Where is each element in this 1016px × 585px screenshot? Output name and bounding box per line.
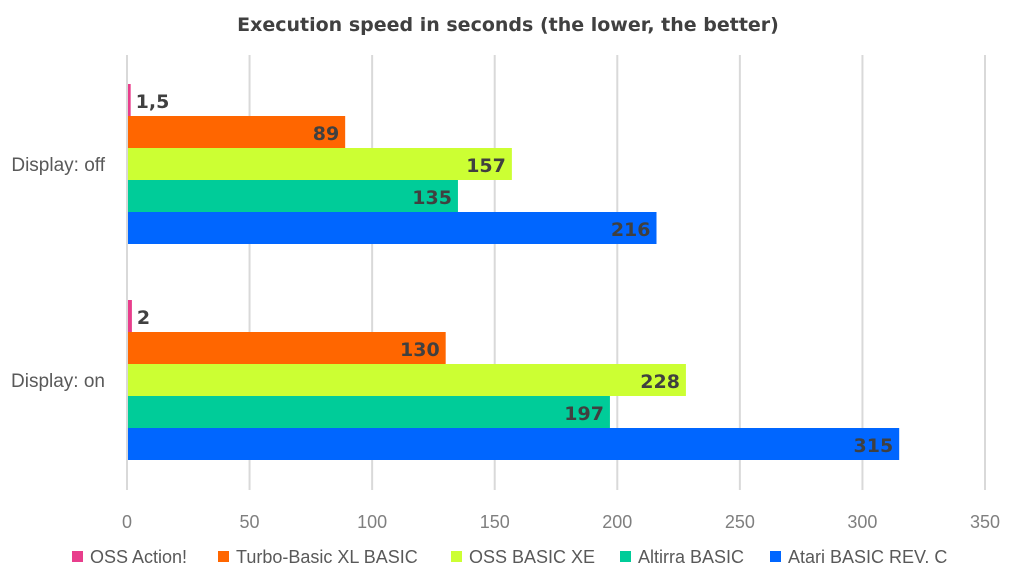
legend-swatch: [451, 551, 462, 562]
data-label: 228: [640, 371, 680, 393]
x-tick-label: 300: [847, 512, 877, 532]
legend-entry: Turbo-Basic XL BASIC: [236, 547, 418, 567]
bar: [127, 364, 686, 396]
legend: OSS Action! Turbo-Basic XL BASIC OSS BASIC…: [72, 547, 947, 567]
bar: [127, 180, 458, 212]
x-tick-label: 0: [122, 512, 132, 532]
legend-swatch: [72, 551, 83, 562]
bar: [127, 84, 131, 116]
x-tick-label: 350: [970, 512, 1000, 532]
bar: [127, 428, 900, 460]
data-label: 2: [137, 307, 150, 329]
x-tick-label: 50: [240, 512, 260, 532]
data-label: 135: [412, 187, 452, 209]
x-tick-label: 100: [357, 512, 387, 532]
data-label: 315: [854, 435, 894, 457]
legend-entry: OSS Action!: [90, 547, 187, 567]
data-label: 89: [313, 123, 339, 145]
bar: [127, 396, 610, 428]
bar: [127, 148, 512, 180]
category-label: Display: off: [11, 155, 105, 176]
x-tick-label: 150: [480, 512, 510, 532]
legend-swatch: [620, 551, 631, 562]
data-label: 197: [564, 403, 604, 425]
gridlines: [248, 55, 986, 490]
x-tick-label: 250: [725, 512, 755, 532]
legend-entry: Altirra BASIC: [638, 547, 744, 567]
data-label: 157: [466, 155, 506, 177]
legend-swatch: [770, 551, 781, 562]
bar: [127, 300, 132, 332]
legend-entry: OSS BASIC XE: [469, 547, 595, 567]
axes: 0 50 100 150 200 250 300 350 Display: off Display…: [11, 55, 1000, 532]
bar: [127, 212, 657, 244]
bars: [127, 84, 900, 460]
bar: [127, 116, 346, 148]
bar: [127, 332, 446, 364]
legend-swatch: [218, 551, 229, 562]
data-label: 1,5: [136, 91, 170, 113]
data-labels: 1,5 89 157 135 216 2 130 228 197 315: [136, 91, 894, 457]
data-label: 216: [611, 219, 651, 241]
legend-entry: Atari BASIC REV. C: [788, 547, 947, 567]
x-tick-label: 200: [602, 512, 632, 532]
category-label: Display: on: [11, 371, 105, 392]
chart-title: Execution speed in seconds (the lower, t…: [237, 14, 779, 36]
data-label: 130: [400, 339, 440, 361]
